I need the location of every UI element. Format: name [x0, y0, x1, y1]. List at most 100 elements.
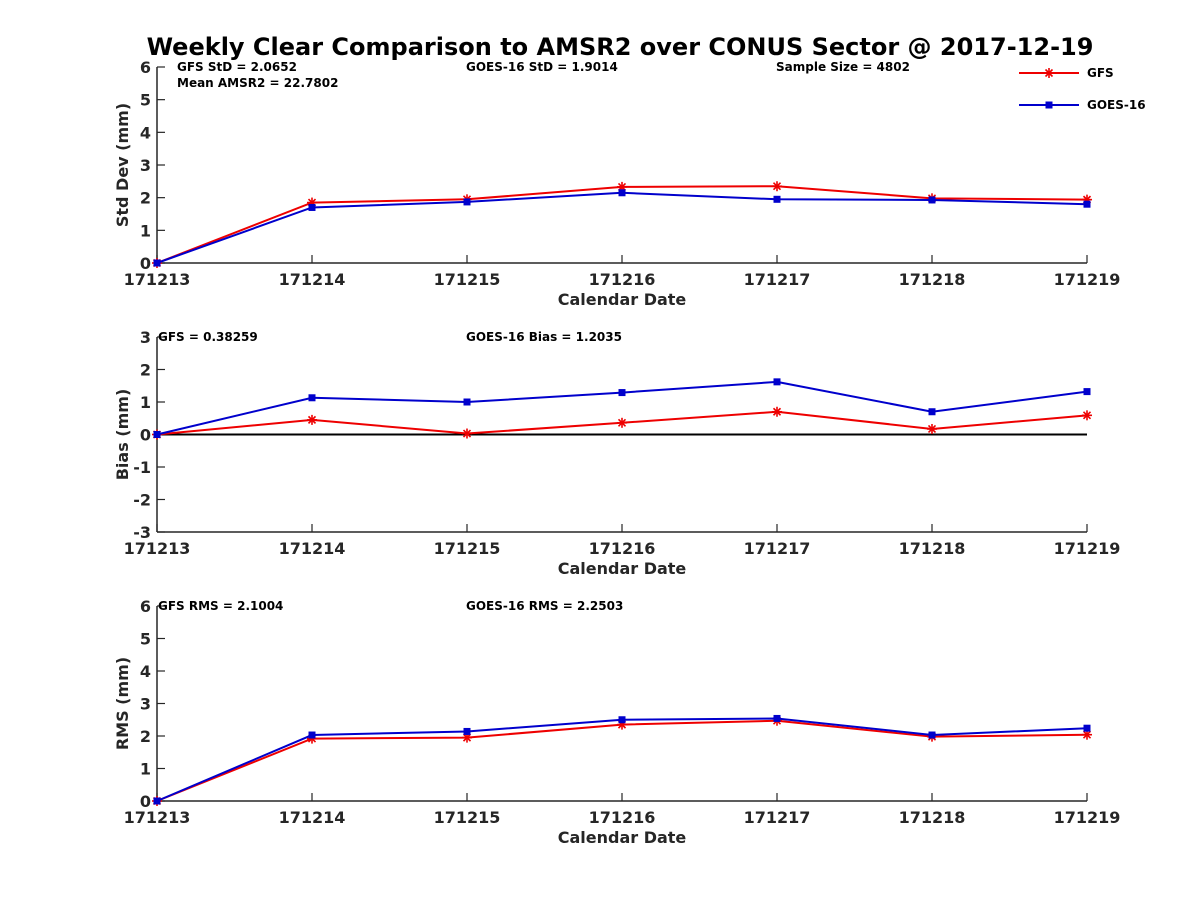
legend-marker: [1044, 68, 1054, 78]
series-gfs: [152, 715, 1092, 806]
data-point: [308, 203, 316, 211]
y-tick-label: 0: [140, 792, 151, 811]
y-tick-label: -3: [133, 523, 151, 542]
data-point: [618, 389, 626, 397]
y-tick-label: 3: [140, 328, 151, 347]
y-tick-label: 6: [140, 597, 151, 616]
legend-label: GFS: [1087, 66, 1114, 80]
y-tick-label: 3: [140, 695, 151, 714]
x-tick-label: 171213: [124, 539, 191, 558]
y-tick-label: 4: [140, 123, 151, 142]
y-tick-label: 0: [140, 426, 151, 445]
panel-1: 0 1 2 3 4 5 6 171213 171214 171215 171216 171217 171…: [113, 58, 1120, 309]
y-tick-label: 1: [140, 393, 151, 412]
y-tick-label: 5: [140, 91, 151, 110]
legend-label: GOES-16: [1087, 98, 1146, 112]
x-tick-label: 171216: [589, 539, 656, 558]
data-point: [1083, 388, 1091, 396]
x-axis-label: Calendar Date: [558, 559, 687, 578]
y-axis-label: Std Dev (mm): [113, 103, 132, 227]
panel-3: 0 1 2 3 4 5 6 171213 171214 171215 171216 171217 171…: [113, 597, 1120, 847]
x-tick-label: 171213: [124, 270, 191, 289]
y-tick-label: 2: [140, 361, 151, 380]
x-tick-label: 171219: [1054, 808, 1121, 827]
panels-layer: 0 1 2 3 4 5 6 171213 171214 171215 171216 171217 171…: [113, 58, 1120, 847]
x-tick-label: 171218: [899, 808, 966, 827]
data-point: [1082, 729, 1092, 740]
x-axis-label: Calendar Date: [558, 290, 687, 309]
stat-annotation: Sample Size = 4802: [776, 60, 910, 74]
y-tick-label: 1: [140, 760, 151, 779]
x-tick-label: 171218: [899, 270, 966, 289]
panel-2: -3 -2 -1 0 1 2 3 171213 171214 171215 171216 171217…: [113, 328, 1120, 578]
x-tick-label: 171217: [744, 270, 811, 289]
x-tick-label: 171216: [589, 270, 656, 289]
x-tick-label: 171214: [279, 539, 346, 558]
y-tick-label: 2: [140, 727, 151, 746]
y-tick-label: 2: [140, 189, 151, 208]
series-line: [156, 191, 1088, 264]
x-tick-label: 171219: [1054, 270, 1121, 289]
data-point: [307, 414, 317, 425]
data-point: [928, 731, 936, 739]
data-point: [773, 378, 781, 386]
x-tick-label: 171218: [899, 539, 966, 558]
data-point: [618, 189, 626, 197]
legend: GFS GOES-16: [1019, 66, 1146, 112]
legend-entry-gfs: GFS: [1019, 66, 1114, 80]
y-tick-label: 6: [140, 58, 151, 77]
y-tick-label: 1: [140, 221, 151, 240]
x-tick-label: 171214: [279, 808, 346, 827]
stat-annotation: GFS = 0.38259: [158, 330, 258, 344]
stat-annotation: GFS RMS = 2.1004: [158, 599, 283, 613]
x-tick-label: 171214: [279, 270, 346, 289]
x-tick-label: 171215: [434, 539, 501, 558]
stat-annotation: GOES-16 StD = 1.9014: [466, 60, 618, 74]
series-line: [156, 185, 1088, 264]
x-axis-label: Calendar Date: [558, 828, 687, 847]
series-goes-16: [153, 189, 1091, 267]
data-point: [928, 408, 936, 416]
x-tick-label: 171215: [434, 808, 501, 827]
x-tick-label: 171216: [589, 808, 656, 827]
data-point: [927, 423, 937, 434]
stat-annotation: Mean AMSR2 = 22.7802: [177, 76, 338, 90]
y-axis-label: RMS (mm): [113, 657, 132, 750]
legend-marker: [1045, 101, 1053, 109]
data-point: [463, 398, 471, 406]
data-point: [772, 406, 782, 417]
data-point: [308, 394, 316, 402]
y-tick-label: 5: [140, 630, 151, 649]
y-tick-label: -1: [133, 458, 151, 477]
data-point: [617, 181, 627, 192]
x-tick-label: 171217: [744, 808, 811, 827]
data-point: [153, 431, 161, 438]
y-tick-label: 0: [140, 254, 151, 273]
stat-annotation: GOES-16 RMS = 2.2503: [466, 599, 623, 613]
series-line: [156, 719, 1088, 802]
chart-title: Weekly Clear Comparison to AMSR2 over CO…: [147, 33, 1094, 61]
x-tick-label: 171215: [434, 270, 501, 289]
data-point: [153, 259, 161, 267]
data-point: [463, 727, 471, 735]
y-tick-label: 4: [140, 662, 151, 681]
data-point: [1083, 200, 1091, 208]
data-point: [772, 181, 782, 192]
data-point: [773, 195, 781, 203]
y-tick-label: -2: [133, 491, 151, 510]
data-point: [618, 716, 626, 724]
data-point: [773, 714, 781, 722]
stat-annotation: GOES-16 Bias = 1.2035: [466, 330, 622, 344]
x-tick-label: 171217: [744, 539, 811, 558]
x-tick-label: 171213: [124, 808, 191, 827]
data-point: [1082, 410, 1092, 421]
series-goes-16: [153, 714, 1091, 805]
data-point: [1083, 724, 1091, 732]
series-goes-16: [153, 378, 1091, 438]
legend-entry-goes-16: GOES-16: [1019, 98, 1146, 112]
y-tick-label: 3: [140, 156, 151, 175]
data-point: [928, 196, 936, 204]
x-tick-label: 171219: [1054, 539, 1121, 558]
data-point: [153, 797, 161, 805]
